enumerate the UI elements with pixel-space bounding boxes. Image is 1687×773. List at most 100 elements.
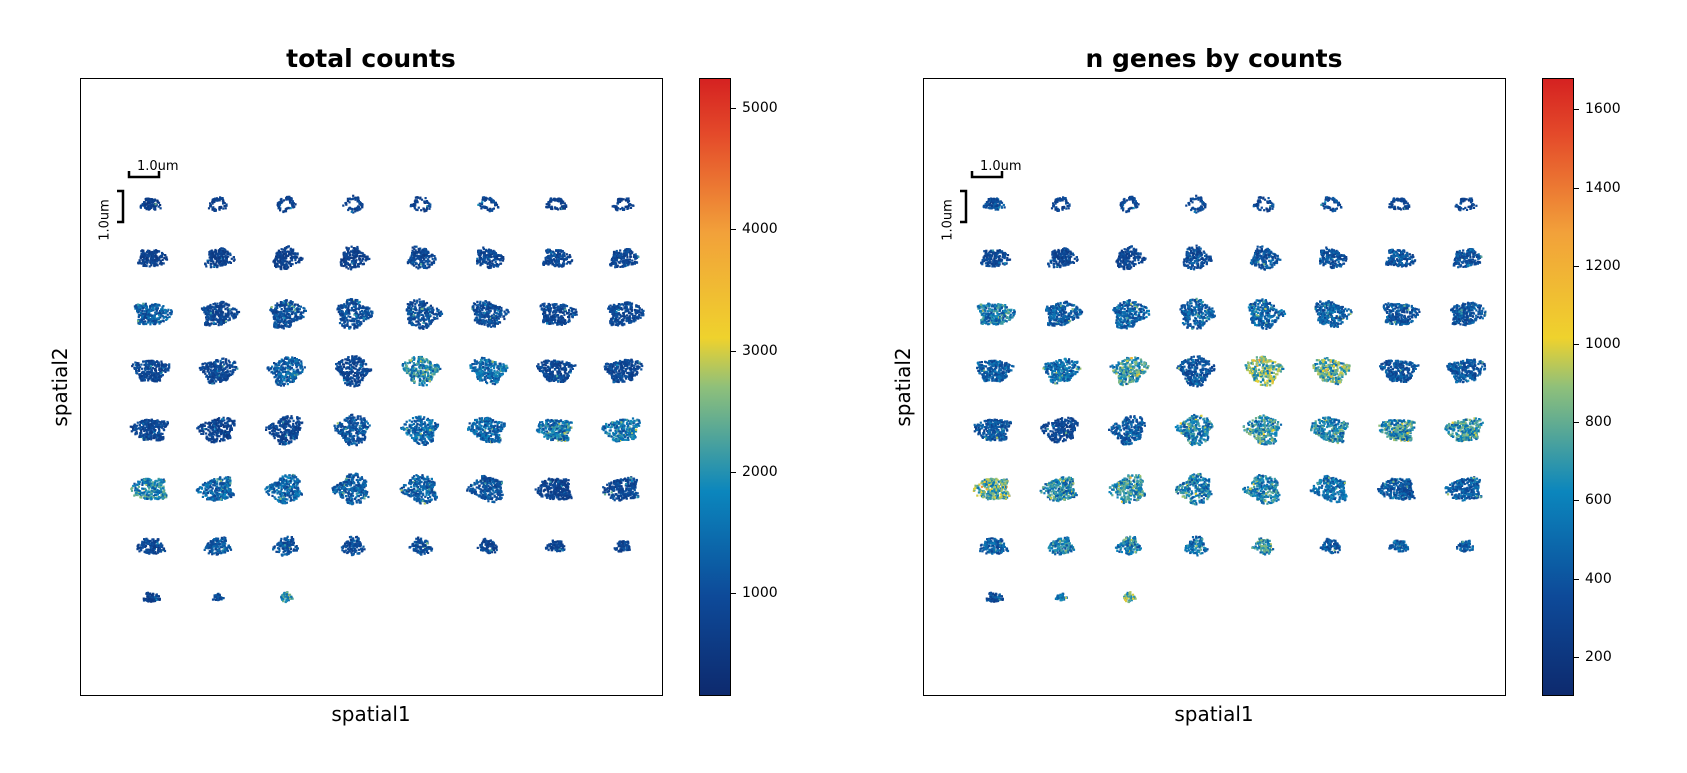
spot (354, 326, 357, 329)
spot (221, 197, 224, 200)
spot (350, 261, 353, 264)
spot (345, 304, 348, 307)
spot (478, 250, 481, 253)
spot (420, 313, 424, 316)
spot (609, 304, 612, 307)
spot (346, 298, 350, 302)
spot (283, 304, 286, 307)
spot (500, 306, 503, 310)
spot (499, 257, 502, 261)
spot (563, 307, 566, 310)
spot (488, 319, 491, 323)
spot (633, 308, 637, 312)
spot (621, 256, 624, 260)
spot (563, 252, 566, 256)
spot (481, 262, 484, 265)
spot (355, 316, 359, 319)
spot (629, 311, 632, 314)
spot (560, 250, 563, 253)
spot (559, 197, 562, 200)
spot (627, 263, 630, 266)
spot (547, 263, 550, 266)
spot (617, 312, 620, 315)
spot (623, 307, 626, 310)
spot (474, 303, 477, 306)
spot (431, 254, 434, 257)
spot (300, 258, 303, 261)
spot (296, 309, 299, 312)
spot (288, 304, 292, 307)
spot (411, 303, 414, 306)
spot (486, 314, 490, 317)
spot (217, 312, 220, 315)
spot (160, 311, 164, 314)
spot (432, 316, 435, 319)
spot (422, 251, 425, 254)
spot (428, 207, 431, 210)
chart-panel-total-counts: total counts 1.0um 1.0um spatial2 spatia… (0, 0, 843, 773)
spot (276, 260, 279, 263)
spot (275, 313, 278, 317)
spot (290, 318, 293, 321)
spot (621, 321, 624, 324)
spot (164, 312, 167, 315)
spot (622, 252, 625, 255)
spot (414, 306, 417, 310)
spot (294, 261, 298, 265)
spot (429, 313, 432, 316)
spot (366, 306, 369, 309)
spot (539, 304, 543, 307)
spot (282, 302, 285, 305)
spot (347, 315, 350, 318)
spot (635, 317, 639, 320)
spot (356, 319, 359, 322)
spot (565, 205, 568, 208)
spot (615, 208, 618, 211)
spot (608, 307, 611, 310)
spot (149, 365, 152, 368)
spot (281, 312, 284, 315)
spot (427, 258, 430, 261)
spot (642, 309, 645, 312)
spot (353, 325, 356, 328)
spot (612, 308, 615, 311)
spot (611, 316, 614, 319)
spot (284, 250, 288, 253)
spot (213, 255, 216, 258)
spot (548, 305, 551, 308)
spot (358, 201, 361, 204)
spot (440, 312, 444, 315)
spot (413, 248, 416, 251)
spot (363, 315, 366, 319)
spot (616, 256, 619, 259)
spot (558, 322, 561, 325)
spot (367, 313, 370, 317)
spot (352, 259, 356, 262)
spot (428, 254, 431, 258)
spot (630, 252, 633, 255)
spot (567, 260, 570, 264)
spot (204, 323, 207, 326)
spot (211, 202, 214, 205)
spot (273, 323, 276, 326)
spot (209, 254, 212, 257)
spot (341, 310, 344, 313)
spot (209, 312, 212, 315)
spot (628, 251, 631, 254)
spot (423, 210, 426, 213)
spot (413, 317, 416, 320)
spot (218, 207, 221, 210)
spot (635, 256, 638, 259)
spot (147, 317, 150, 320)
spot (550, 315, 553, 318)
spot (616, 315, 619, 318)
spot (230, 314, 233, 317)
spot (622, 208, 625, 211)
spot (425, 301, 429, 305)
spot (561, 316, 564, 319)
spot (357, 321, 360, 324)
tissue-section (611, 197, 635, 212)
spot (216, 359, 219, 362)
spot (141, 312, 144, 315)
spot (232, 313, 235, 316)
